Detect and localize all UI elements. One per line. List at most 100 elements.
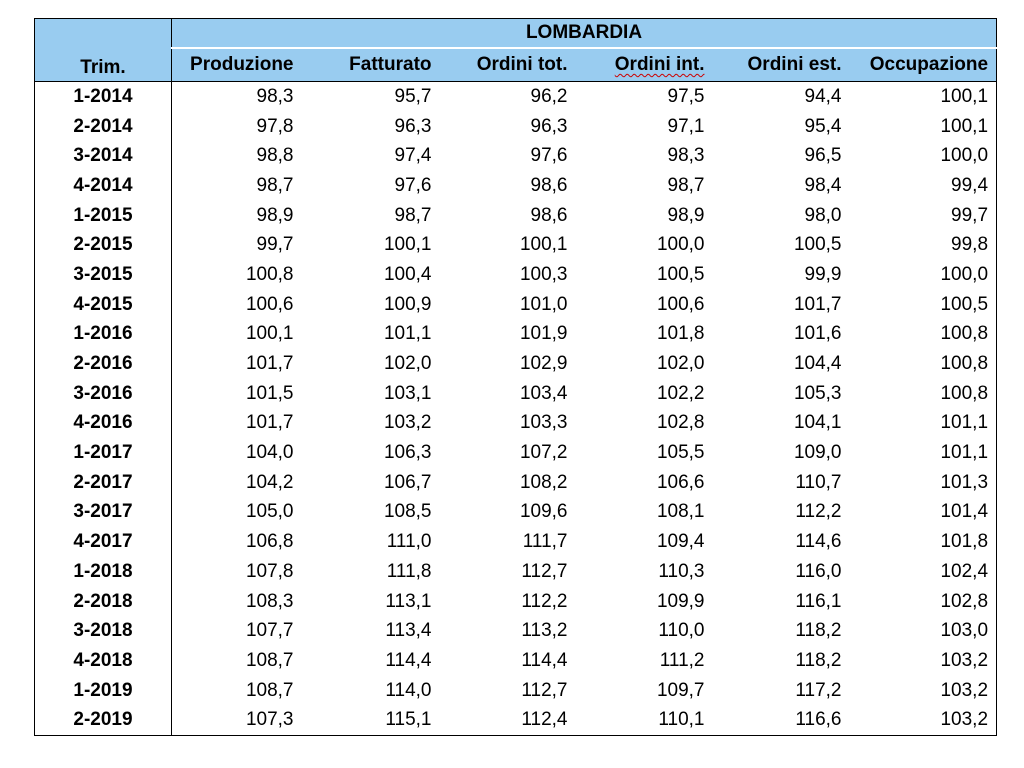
cell-produzione: 100,6 <box>245 293 294 315</box>
cell-ordini-int: 110,3 <box>658 560 705 582</box>
cell-ordini-int: 98,9 <box>667 204 705 226</box>
cell-ordini-est: 95,4 <box>804 115 842 137</box>
cell-ordini-est: 94,4 <box>804 85 842 107</box>
column-header-ordini-int-label: Ordini int. <box>614 54 705 75</box>
cell-fatturato: 113,4 <box>385 620 432 642</box>
table-header: LOMBARDIA Trim. Produzione Fatturato Ord… <box>34 18 997 82</box>
cell-occupazione: 99,8 <box>951 234 989 256</box>
cell-produzione: 108,7 <box>245 679 294 701</box>
cell-fatturato: 100,9 <box>383 293 432 315</box>
cell-ordini-est: 101,6 <box>793 323 842 345</box>
cell-fatturato: 108,5 <box>383 501 432 523</box>
cell-fatturato: 100,4 <box>383 263 432 285</box>
row-period-cell: 2-2018 <box>34 586 172 617</box>
cell-occupazione: 100,8 <box>940 382 989 404</box>
row-period-cell: 1-2019 <box>34 675 172 706</box>
row-period-cell: 4-2015 <box>34 289 172 320</box>
cell-ordini-int: 109,7 <box>656 679 705 701</box>
cell-occupazione: 101,1 <box>940 442 989 464</box>
table-row: 4-2017 106,8 111,0 111,7 109,4 114,6 101,8 <box>34 527 997 557</box>
cell-ordini-int: 109,4 <box>656 531 705 553</box>
cell-ordini-est: 104,1 <box>793 412 842 434</box>
cell-ordini-int: 100,0 <box>656 234 705 256</box>
cell-occupazione: 103,0 <box>940 620 989 642</box>
cell-ordini-tot: 109,6 <box>519 501 568 523</box>
cell-ordini-tot: 111,7 <box>522 531 568 553</box>
table-row: 4-2018 108,7 114,4 114,4 111,2 118,2 103,2 <box>34 646 997 676</box>
row-period-cell: 2-2015 <box>34 230 172 261</box>
cell-ordini-int: 97,5 <box>667 85 705 107</box>
row-period-cell: 4-2016 <box>34 408 172 439</box>
cell-produzione: 97,8 <box>256 115 294 137</box>
cell-produzione: 98,7 <box>256 174 294 196</box>
row-period-cell: 4-2017 <box>34 527 172 557</box>
cell-ordini-tot: 112,2 <box>521 590 568 612</box>
cell-produzione: 108,3 <box>245 590 294 612</box>
table-row: 4-2016 101,7 103,2 103,3 102,8 104,1 101,1 <box>34 408 997 439</box>
cell-ordini-tot: 98,6 <box>530 204 568 226</box>
cell-produzione: 98,3 <box>256 85 294 107</box>
row-period-cell: 3-2014 <box>34 141 172 172</box>
cell-ordini-est: 116,1 <box>795 590 842 612</box>
cell-ordini-int: 110,0 <box>658 620 705 642</box>
cell-fatturato: 97,6 <box>394 174 432 196</box>
cell-occupazione: 100,8 <box>940 353 989 375</box>
cell-occupazione: 102,8 <box>940 590 989 612</box>
cell-fatturato: 111,0 <box>386 531 432 553</box>
header-corner-cell <box>34 18 172 48</box>
row-period-cell: 1-2016 <box>34 319 172 350</box>
cell-occupazione: 100,0 <box>940 263 989 285</box>
column-header-ordini-int: Ordini int. <box>575 48 713 82</box>
cell-occupazione: 100,5 <box>940 293 989 315</box>
cell-fatturato: 106,3 <box>383 442 432 464</box>
cell-ordini-int: 102,2 <box>656 382 705 404</box>
cell-ordini-int: 97,1 <box>667 115 705 137</box>
cell-fatturato: 106,7 <box>383 471 432 493</box>
cell-ordini-tot: 112,7 <box>521 679 568 701</box>
table-row: 2-2014 97,8 96,3 96,3 97,1 95,4 100,1 <box>34 111 997 142</box>
cell-occupazione: 101,1 <box>940 412 989 434</box>
cell-occupazione: 101,3 <box>940 471 989 493</box>
cell-ordini-tot: 103,4 <box>519 382 568 404</box>
cell-occupazione: 100,1 <box>940 85 989 107</box>
table-row: 1-2015 98,9 98,7 98,6 98,9 98,0 99,7 <box>34 200 997 231</box>
cell-occupazione: 100,8 <box>940 323 989 345</box>
cell-ordini-tot: 97,6 <box>530 145 568 167</box>
cell-ordini-tot: 96,2 <box>530 85 568 107</box>
cell-ordini-int: 105,5 <box>656 442 705 464</box>
cell-produzione: 100,1 <box>245 323 294 345</box>
table-row: 2-2018 108,3 113,1 112,2 109,9 116,1 102,8 <box>34 586 997 617</box>
cell-ordini-tot: 101,0 <box>519 293 568 315</box>
cell-ordini-int: 102,8 <box>656 412 705 434</box>
cell-occupazione: 101,8 <box>940 531 989 553</box>
row-period-cell: 3-2015 <box>34 260 172 290</box>
cell-fatturato: 115,1 <box>385 709 432 731</box>
table-row: 3-2014 98,8 97,4 97,6 98,3 96,5 100,0 <box>34 141 997 172</box>
cell-ordini-est: 96,5 <box>804 145 842 167</box>
cell-ordini-est: 99,9 <box>804 263 842 285</box>
cell-fatturato: 103,1 <box>383 382 432 404</box>
cell-ordini-int: 106,6 <box>656 471 705 493</box>
cell-occupazione: 99,4 <box>951 174 989 196</box>
cell-ordini-tot: 100,1 <box>519 234 568 256</box>
table-row: 3-2017 105,0 108,5 109,6 108,1 112,2 101,4 <box>34 497 997 528</box>
row-period-cell: 2-2016 <box>34 349 172 379</box>
cell-ordini-tot: 107,2 <box>519 442 568 464</box>
table-row: 3-2018 107,7 113,4 113,2 110,0 118,2 103,0 <box>34 616 997 647</box>
row-period-cell: 1-2018 <box>34 557 172 587</box>
cell-ordini-tot: 108,2 <box>519 471 568 493</box>
cell-produzione: 108,7 <box>245 649 294 671</box>
cell-fatturato: 114,0 <box>385 679 432 701</box>
row-period-cell: 1-2015 <box>34 200 172 231</box>
cell-ordini-est: 114,6 <box>795 531 842 553</box>
cell-fatturato: 113,1 <box>385 590 432 612</box>
table-row: 3-2016 101,5 103,1 103,4 102,2 105,3 100,8 <box>34 378 997 409</box>
table-row: 1-2014 98,3 95,7 96,2 97,5 94,4 100,1 <box>34 81 997 112</box>
cell-ordini-int: 100,6 <box>656 293 705 315</box>
row-period-cell: 3-2017 <box>34 497 172 528</box>
region-header-row: LOMBARDIA <box>34 18 997 49</box>
column-header-ordini-tot: Ordini tot. <box>439 48 576 82</box>
cell-occupazione: 103,2 <box>940 709 989 731</box>
cell-ordini-tot: 101,9 <box>519 323 568 345</box>
column-header-trim: Trim. <box>34 48 172 82</box>
